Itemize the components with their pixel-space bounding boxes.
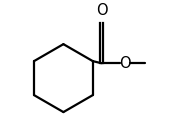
- Text: O: O: [96, 3, 107, 18]
- Text: O: O: [119, 56, 131, 71]
